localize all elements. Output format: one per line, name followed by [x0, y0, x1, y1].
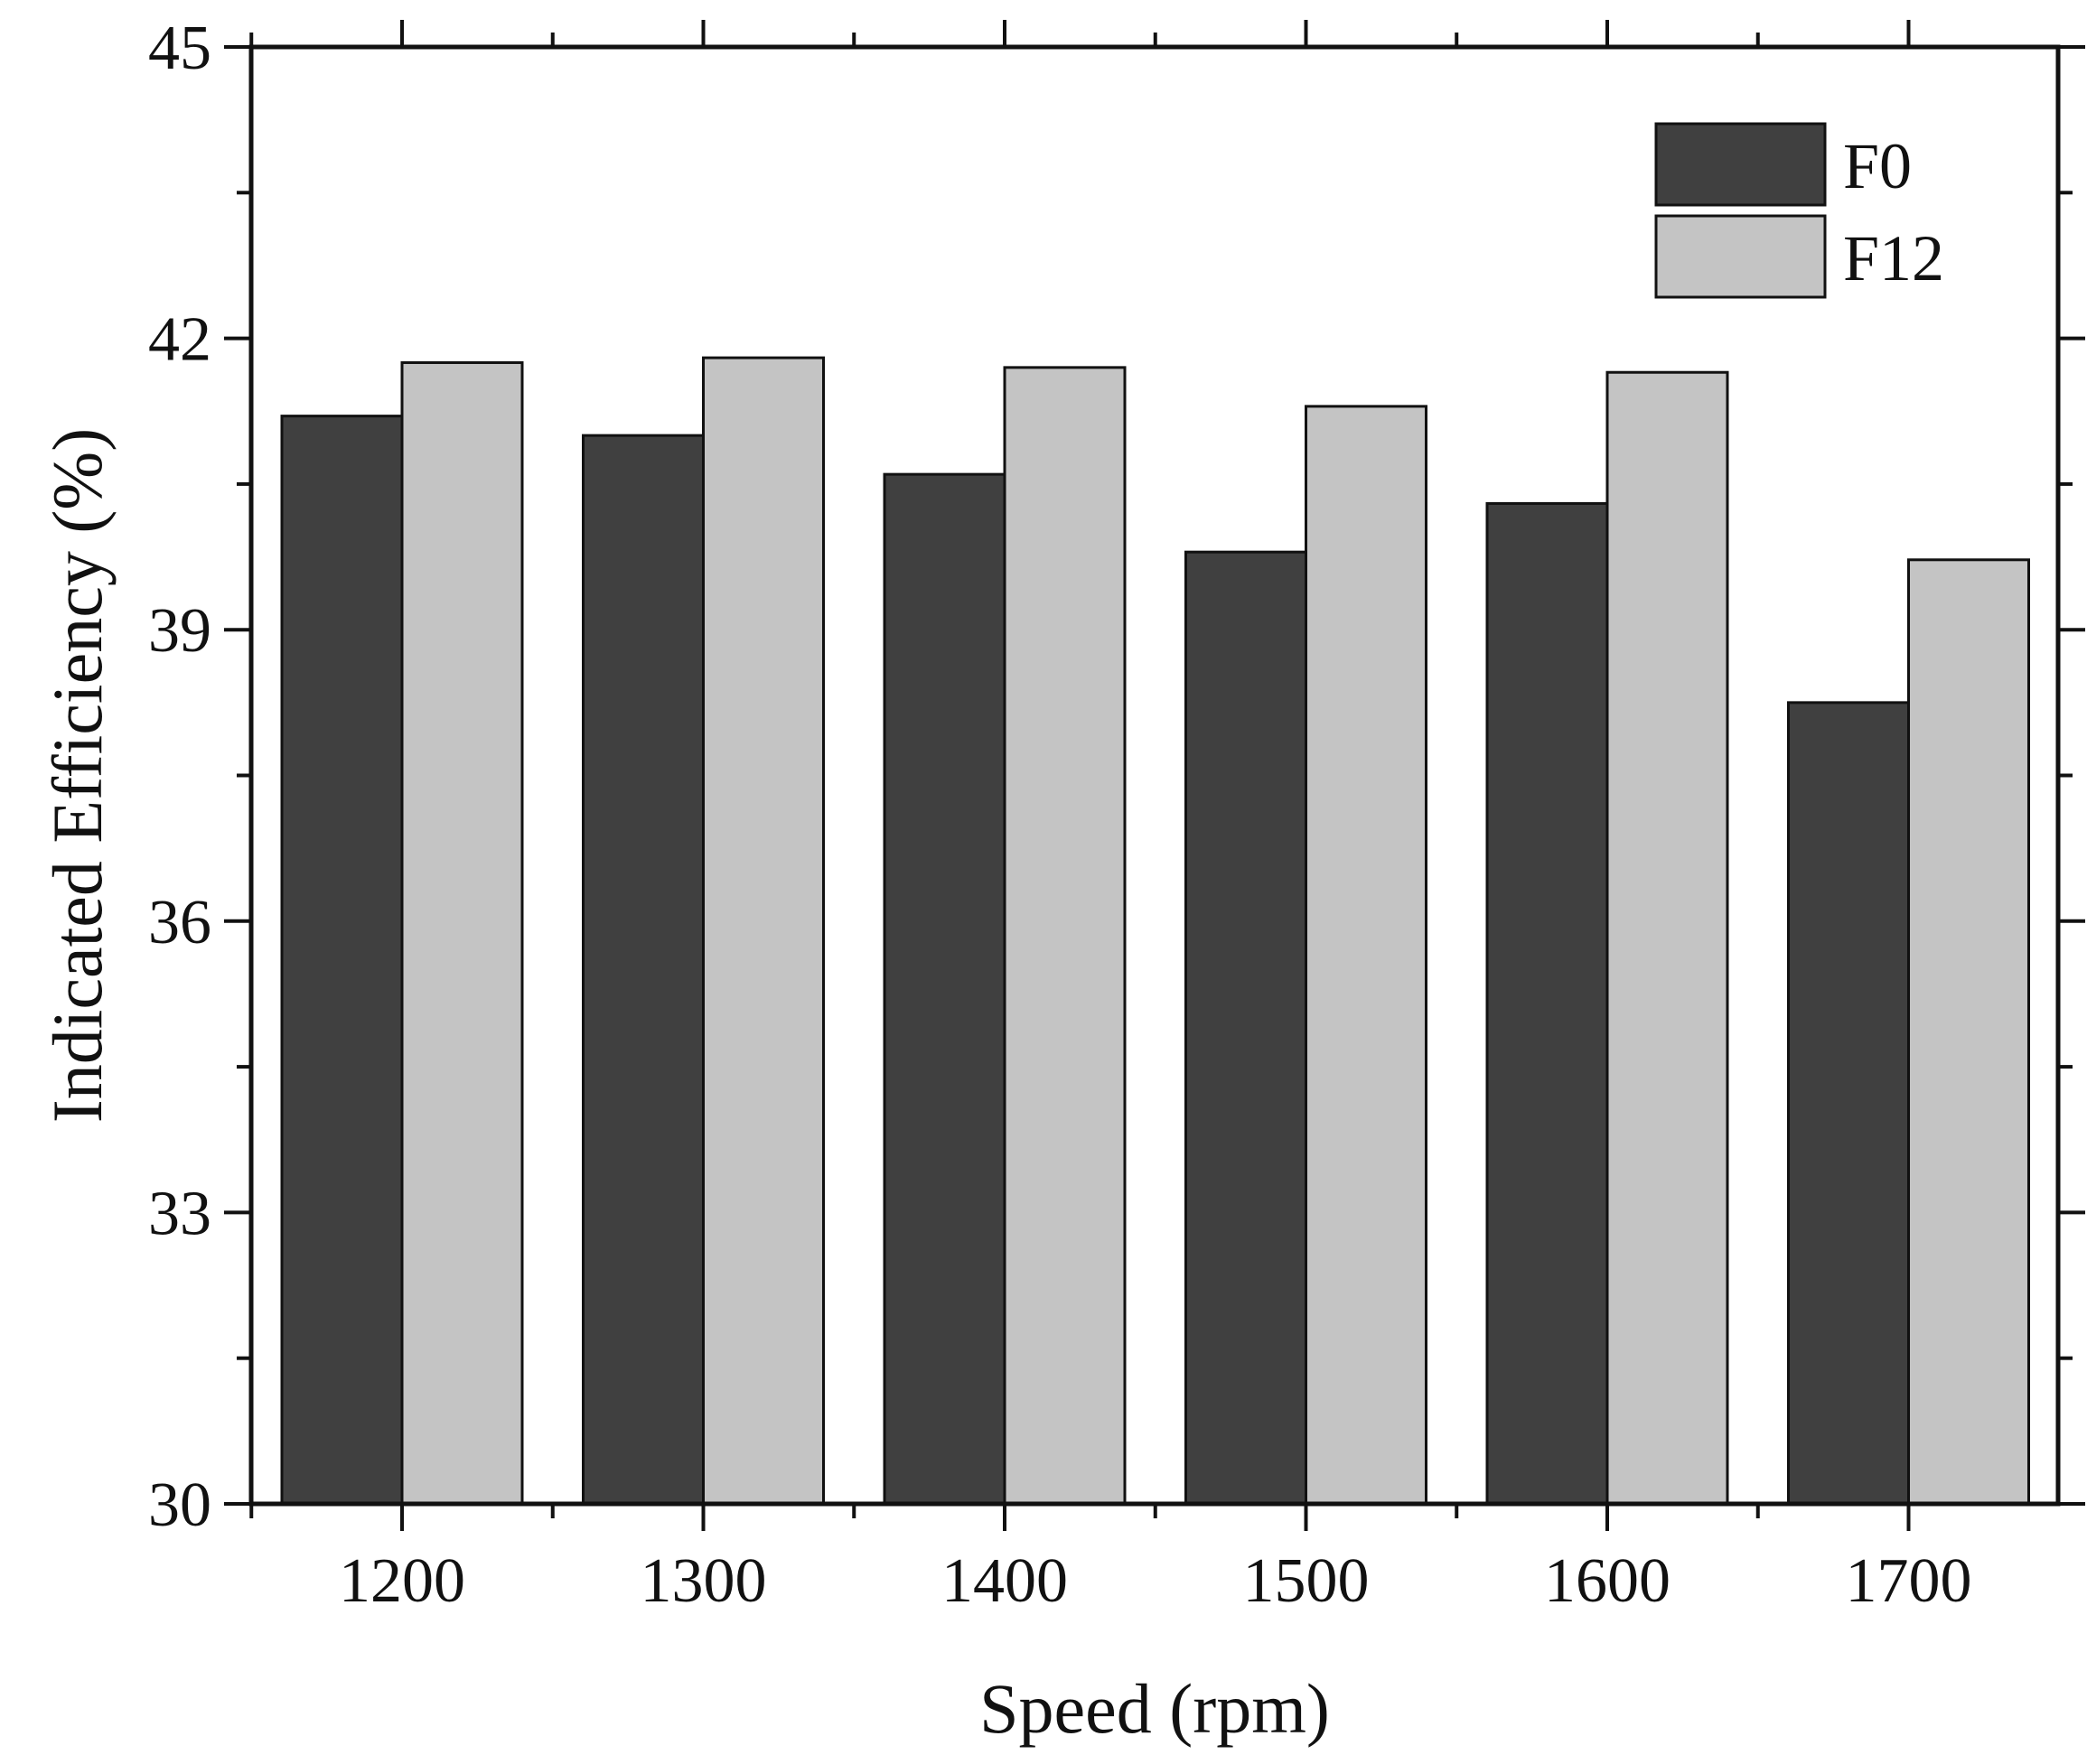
y-tick-label: 36: [148, 888, 211, 957]
bar-f0-1300: [582, 434, 705, 1506]
legend-label-f0: F0: [1843, 130, 1912, 202]
legend-swatch-f12: [1654, 214, 1827, 299]
labels-layer: 30 33 36 39 42 45 1200 1300 1400 1500 1600 1700: [148, 14, 1972, 1616]
bar-f0-1700: [1787, 701, 1910, 1506]
bar-f12-1200: [400, 360, 524, 1506]
bars-layer: [280, 356, 2030, 1506]
ticks-layer: [224, 20, 2085, 1531]
bar-f12-1400: [1003, 366, 1127, 1506]
x-tick-label: 1400: [941, 1546, 1068, 1616]
y-tick-label: 42: [148, 305, 211, 375]
bar-f12-1600: [1605, 370, 1729, 1506]
bar-f12-1700: [1907, 558, 2030, 1506]
y-tick-label: 39: [148, 596, 211, 666]
x-tick-label: 1200: [339, 1546, 465, 1616]
y-tick-label: 45: [148, 14, 211, 83]
bar-f0-1200: [280, 415, 404, 1506]
legend-label-f12: F12: [1843, 222, 1944, 294]
x-tick-label: 1500: [1243, 1546, 1370, 1616]
bar-f12-1500: [1305, 405, 1427, 1506]
x-tick-label: 1600: [1544, 1546, 1671, 1616]
bar-f0-1400: [883, 472, 1006, 1506]
bar-f12-1300: [702, 356, 825, 1506]
y-tick-label: 33: [148, 1179, 211, 1248]
plot-frame: [248, 44, 2061, 1507]
y-tick-label: 30: [148, 1470, 211, 1540]
y-axis-title: Indicated Efficiency (%): [38, 428, 117, 1124]
x-tick-label: 1700: [1846, 1546, 1972, 1616]
x-axis-title: Speed (rpm): [979, 1669, 1330, 1748]
bar-f0-1600: [1485, 501, 1609, 1506]
x-tick-label: 1300: [641, 1546, 767, 1616]
legend-swatch-f0: [1654, 122, 1827, 207]
bar-f0-1500: [1184, 550, 1307, 1506]
